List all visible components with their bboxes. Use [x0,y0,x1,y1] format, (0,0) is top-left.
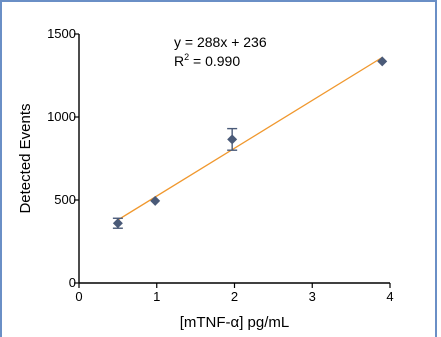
data-point [150,195,161,206]
x-axis-title: [mTNF-α] pg/mL [180,314,290,331]
x-tick-label: 2 [231,289,238,304]
x-tick-label: 3 [309,289,316,304]
y-tick-label: 500 [54,192,76,207]
r-squared: R2 = 0.990 [174,52,240,69]
axes: 0 500 1000 1500 0 1 2 3 4 [47,26,394,304]
r-squared-symbol: R [174,53,184,69]
fit-line-group [117,56,383,221]
y-tick-label: 1500 [47,26,76,41]
fit-equation: y = 288x + 236 [174,34,267,50]
x-tick-label: 1 [153,289,160,304]
x-tick-label: 4 [386,289,393,304]
y-tick-label: 1000 [47,109,76,124]
y-axis-title: Detected Events [17,103,34,213]
r-squared-value: = 0.990 [189,53,240,69]
data-point [227,134,238,145]
data-points [112,56,388,229]
data-point [377,56,388,67]
data-point [112,218,123,229]
fit-line [117,56,383,221]
x-tick-label: 0 [75,289,82,304]
y-tick-label: 0 [69,275,76,290]
r-squared-superscript: 2 [184,52,189,62]
